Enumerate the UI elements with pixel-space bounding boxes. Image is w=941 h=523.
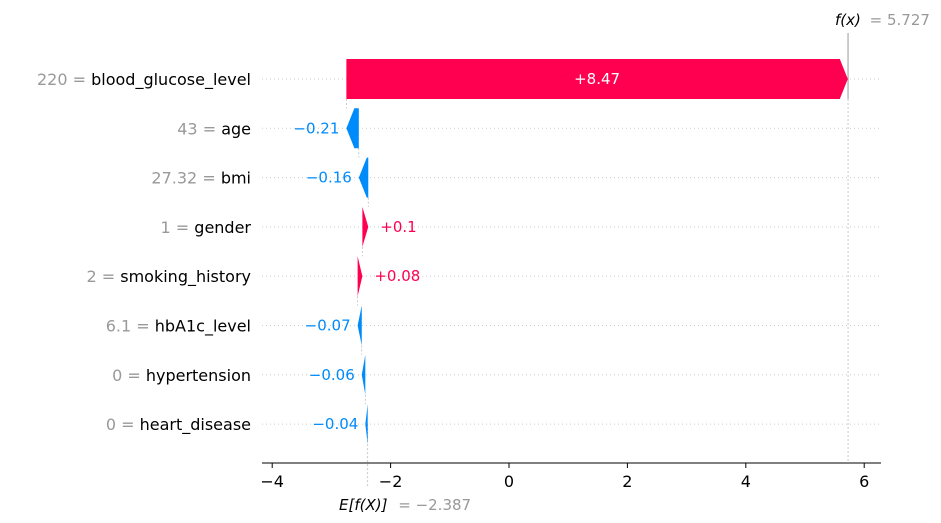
contribution-label: −0.16	[306, 169, 352, 187]
efx-label: E[f(X)] = −2.387	[339, 496, 471, 514]
feature-value: 220 =	[37, 70, 91, 89]
feature-name: bmi	[221, 169, 251, 188]
feature-value: 27.32 =	[151, 169, 220, 188]
feature-labels: 220 = blood_glucose_level 43 = age 27.32 =…	[37, 70, 251, 435]
efx-prefix: E[f(X)]	[339, 496, 388, 514]
contribution-label: +0.1	[380, 218, 416, 236]
x-tick-label: 4	[741, 472, 751, 491]
contribution-bar	[358, 157, 369, 198]
contribution-bar	[361, 354, 366, 395]
feature-name: age	[221, 119, 251, 138]
efx-value: = −2.387	[398, 496, 471, 514]
feature-name: smoking_history	[120, 267, 251, 287]
contribution-label: +0.08	[374, 267, 420, 285]
feature-name: heart_disease	[140, 415, 251, 435]
contribution-bar	[362, 206, 369, 247]
feature-label: 2 = smoking_history	[86, 267, 251, 287]
contribution-bar	[357, 256, 363, 297]
contribution-label: −0.06	[309, 366, 355, 384]
contribution-bar	[365, 404, 368, 445]
x-tick-label: −2	[379, 472, 403, 491]
feature-value: 6.1 =	[106, 317, 155, 336]
fx-value: = 5.727	[870, 11, 930, 29]
contribution-bars: +8.47 −0.21 −0.16 +0.1 +0.08 −0.07 −0.06 −0.04	[293, 59, 848, 445]
feature-label: 220 = blood_glucose_level	[37, 70, 251, 90]
feature-label: 6.1 = hbA1c_level	[106, 317, 251, 337]
feature-value: 1 =	[161, 218, 195, 237]
contribution-label: +8.47	[574, 70, 620, 88]
feature-name: blood_glucose_level	[91, 70, 251, 90]
feature-value: 43 =	[177, 119, 221, 138]
feature-name: gender	[194, 218, 251, 237]
feature-name: hypertension	[146, 366, 251, 385]
x-tick-label: 6	[859, 472, 869, 491]
contribution-label: −0.04	[312, 415, 358, 433]
feature-label: 1 = gender	[161, 218, 252, 237]
fx-prefix: f(x)	[835, 11, 861, 29]
feature-value: 0 =	[112, 366, 146, 385]
efx-annotation: E[f(X)] = −2.387	[339, 496, 471, 514]
feature-name: hbA1c_level	[155, 317, 251, 337]
x-axis: −4 −2 0 2 4 6	[260, 462, 881, 491]
feature-label: 27.32 = bmi	[151, 169, 251, 188]
fx-label: f(x) = 5.727	[835, 11, 930, 29]
contribution-bar	[346, 59, 848, 99]
contribution-bar	[346, 108, 359, 149]
contribution-label: −0.21	[293, 119, 339, 137]
feature-label: 0 = heart_disease	[106, 415, 251, 435]
fx-annotation: f(x) = 5.727	[835, 11, 930, 29]
reference-lines	[345, 33, 849, 488]
feature-label: 43 = age	[177, 119, 251, 138]
feature-value: 2 =	[86, 267, 120, 286]
x-tick-label: −4	[260, 472, 284, 491]
feature-label: 0 = hypertension	[112, 366, 251, 385]
x-tick-label: 0	[504, 472, 514, 491]
feature-value: 0 =	[106, 415, 140, 434]
x-tick-label: 2	[622, 472, 632, 491]
contribution-label: −0.07	[305, 317, 351, 335]
contribution-bar	[357, 305, 362, 346]
